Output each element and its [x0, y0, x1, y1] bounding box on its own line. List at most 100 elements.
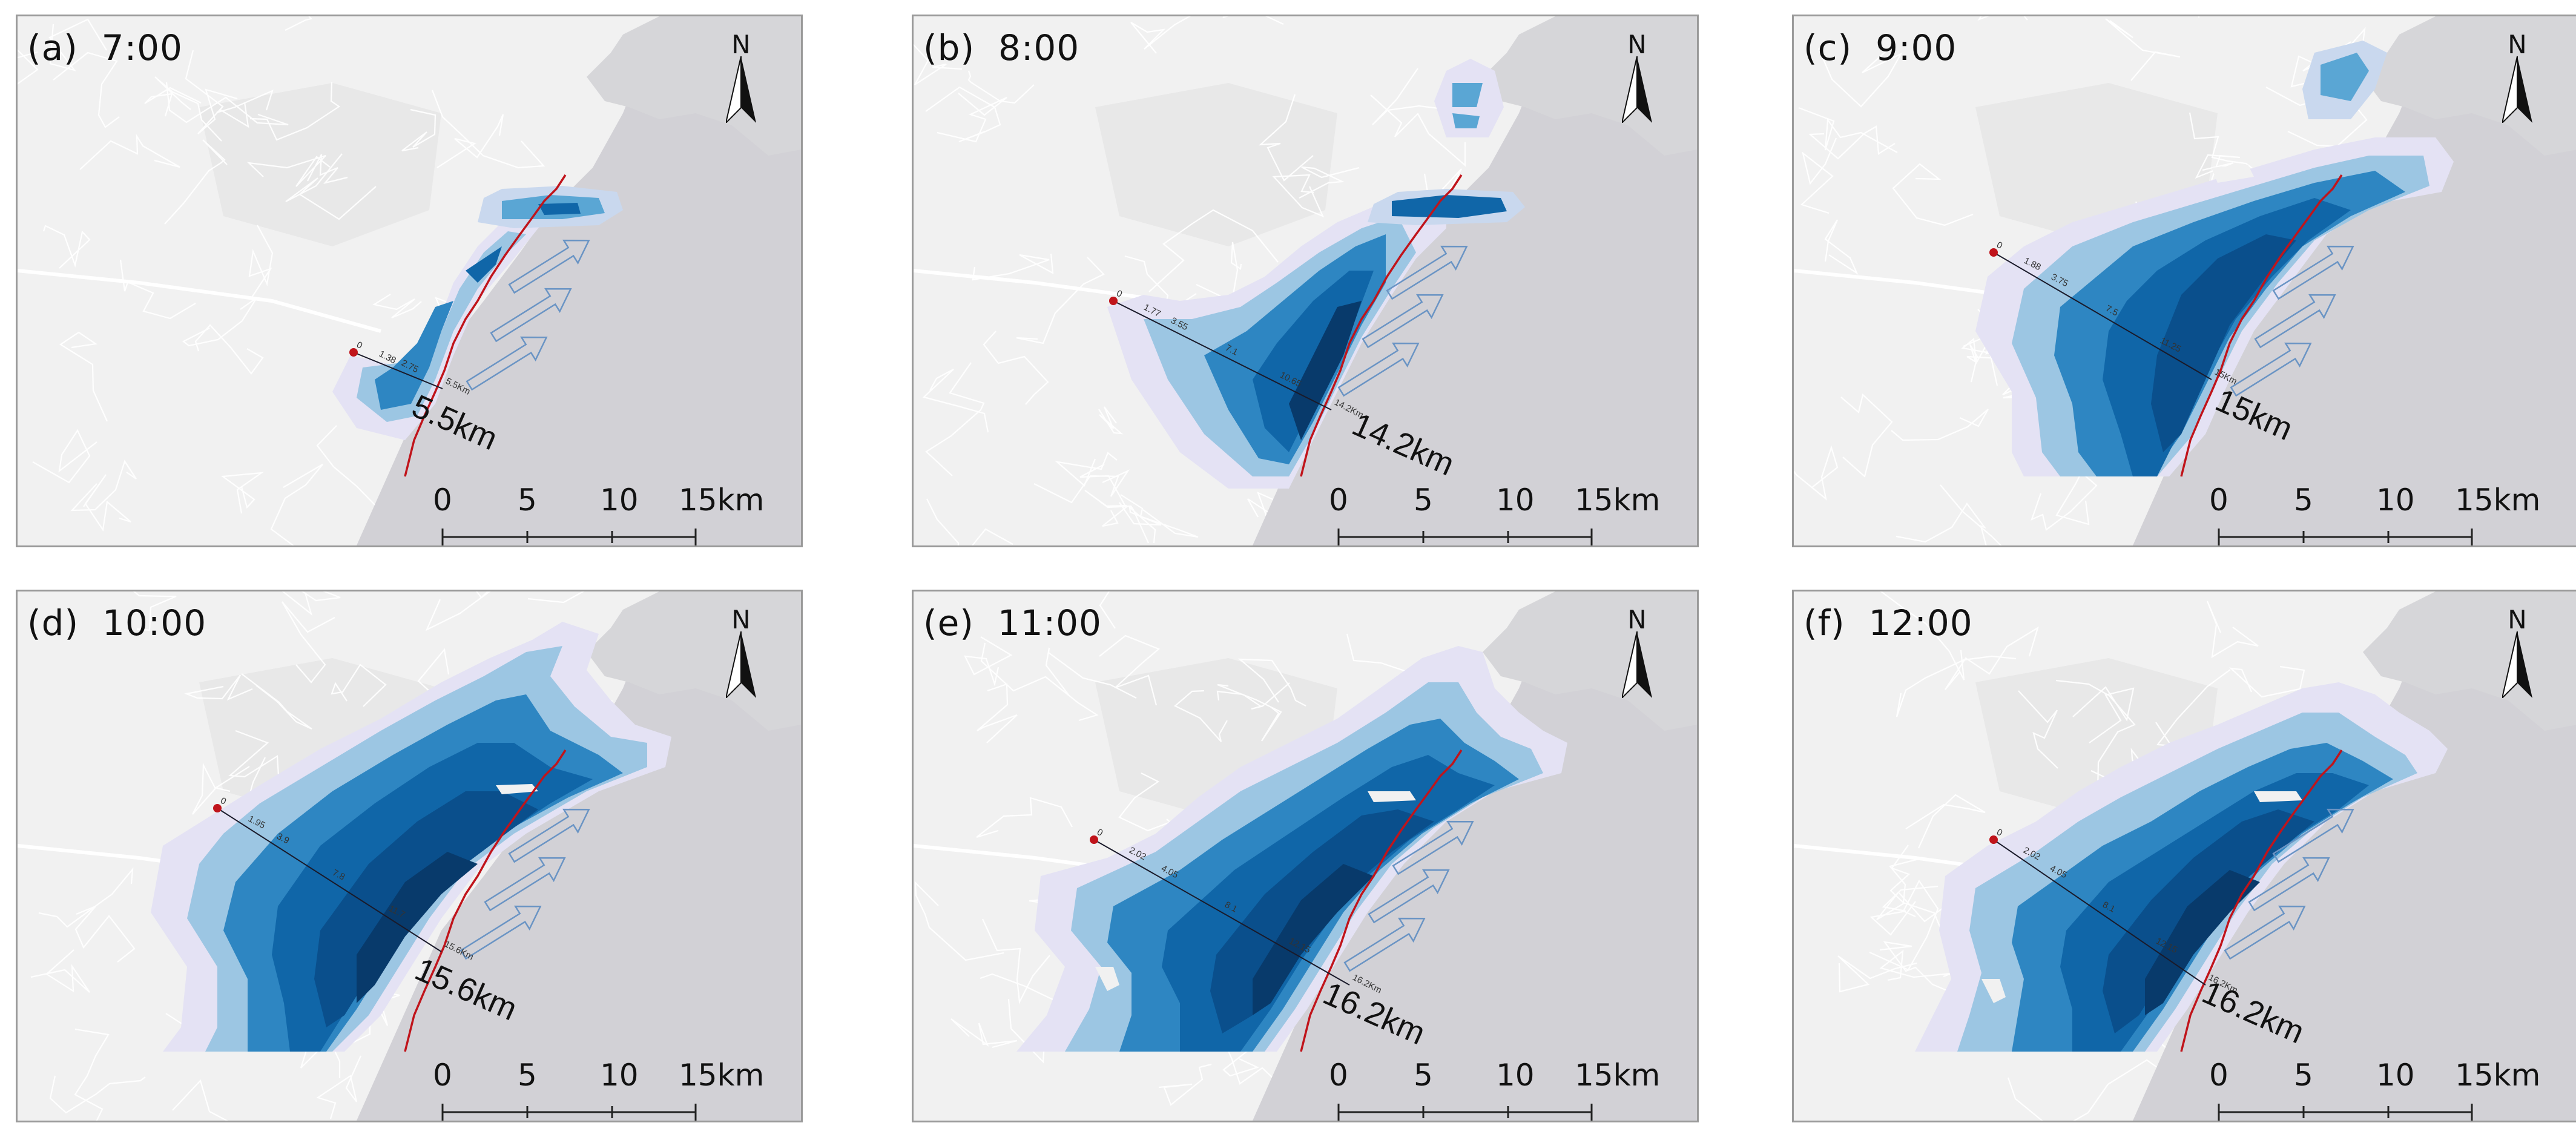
- map-canvas: [914, 16, 1697, 545]
- road: [1258, 94, 1314, 182]
- road: [316, 1055, 362, 1119]
- road: [1808, 125, 1896, 160]
- transect-line: [353, 352, 443, 389]
- wind-arrow-icon: [2248, 857, 2330, 912]
- plume-contour-level: [2151, 234, 2296, 452]
- road: [1148, 209, 1279, 292]
- map-panel-a: 0 1.38 2.75 5.5Km (a) 7:00 5.5km N 0 5 10 15km: [16, 15, 803, 547]
- road: [2007, 1059, 2168, 1121]
- north-arrow: N: [2490, 605, 2545, 702]
- north-arrow-icon: [726, 631, 756, 698]
- plume-contour-level: [1452, 113, 1480, 128]
- road: [165, 82, 289, 126]
- road: [1880, 591, 1965, 680]
- road: [2031, 473, 2098, 531]
- map-panel-e: 0 2.02 4.05 8.1 12.15 16.2Km (e) 11:00 16.2km N …: [912, 590, 1699, 1122]
- scale-bar-label: 0: [1329, 1058, 1348, 1093]
- road: [248, 225, 274, 300]
- sea-area: [1253, 591, 1697, 1121]
- road: [1174, 690, 1228, 742]
- road: [307, 154, 348, 184]
- road: [221, 472, 265, 514]
- road: [1299, 166, 1360, 199]
- road: [2228, 665, 2305, 698]
- wind-arrows: [460, 808, 590, 960]
- sea-area: [2133, 591, 2576, 1121]
- transect-start-point: [349, 348, 358, 357]
- plume-contours: [1975, 41, 2454, 476]
- road: [972, 253, 1054, 281]
- scale-bar-label: 0: [1329, 483, 1348, 518]
- plume-contours: [151, 622, 671, 1052]
- road: [1896, 502, 1987, 545]
- road: [1045, 647, 1137, 699]
- road: [967, 70, 1035, 104]
- sea-area: [1253, 16, 1697, 545]
- scale-bar-label: 10: [1496, 1058, 1535, 1093]
- road: [2189, 112, 2278, 188]
- panel-time-label: (f) 12:00: [1804, 602, 1973, 644]
- road: [1099, 634, 1161, 706]
- coastline: [2180, 749, 2343, 1052]
- scale-bar-label: 15km: [679, 483, 765, 518]
- scale-bar-label: 15km: [2455, 483, 2541, 518]
- transect-start-point: [1109, 297, 1118, 305]
- terrain-patch: [1095, 83, 1337, 246]
- peninsula: [587, 591, 801, 731]
- transect-start-point: [1090, 835, 1098, 844]
- plume-contours: [1107, 59, 1525, 489]
- road: [1084, 490, 1150, 544]
- panel-time-label: (b) 8:00: [923, 27, 1080, 68]
- road: [1130, 16, 1191, 54]
- road: [950, 1018, 1018, 1049]
- road: [431, 90, 545, 169]
- plume-contour-level: [538, 203, 581, 215]
- plume-gap: [163, 955, 184, 979]
- north-arrow: N: [1610, 605, 1664, 702]
- transect-start-point: [1989, 248, 1998, 257]
- plume-contours: [1016, 646, 1567, 1052]
- road: [282, 591, 341, 616]
- road: [1879, 941, 1972, 1002]
- map-canvas: [18, 591, 801, 1121]
- road: [372, 294, 422, 319]
- wind-arrow-icon: [490, 288, 572, 343]
- north-arrow-icon: [1622, 56, 1652, 123]
- scale-bar-label: 10: [1496, 483, 1535, 518]
- road: [1837, 955, 1917, 993]
- road: [74, 1028, 110, 1121]
- road: [282, 601, 335, 683]
- north-arrow-icon: [1622, 631, 1652, 698]
- map-canvas: [1794, 16, 2576, 545]
- peninsula: [2363, 16, 2576, 156]
- road: [922, 369, 989, 433]
- road: [401, 108, 436, 152]
- north-label: N: [1627, 30, 1647, 59]
- road: [977, 683, 1018, 743]
- plume-gap: [2254, 791, 2302, 802]
- coastline: [1300, 174, 1463, 477]
- road: [285, 16, 313, 31]
- plume-contours: [1915, 682, 2448, 1052]
- road: [1817, 48, 1903, 108]
- transect-line: [1093, 839, 1350, 986]
- wind-arrow-icon: [2272, 245, 2354, 300]
- road: [119, 259, 196, 320]
- road: [246, 154, 331, 187]
- sea-area: [357, 16, 801, 545]
- peninsula: [1483, 16, 1697, 156]
- plume-gap: [1095, 967, 1119, 991]
- scale-bar-label: 10: [600, 483, 639, 518]
- road: [38, 867, 134, 928]
- plume-gap: [2212, 165, 2254, 183]
- panel-time-label: (e) 11:00: [923, 602, 1102, 644]
- plume-contour-level: [466, 246, 502, 283]
- panel-time-label: (c) 9:00: [1804, 27, 1957, 68]
- scale-bar-label: 0: [433, 1058, 452, 1093]
- peninsula: [2363, 591, 2576, 731]
- map-canvas: [1794, 591, 2576, 1121]
- road: [1940, 484, 2002, 545]
- wind-arrow-icon: [1343, 917, 1426, 972]
- map-canvas: [914, 591, 1697, 1121]
